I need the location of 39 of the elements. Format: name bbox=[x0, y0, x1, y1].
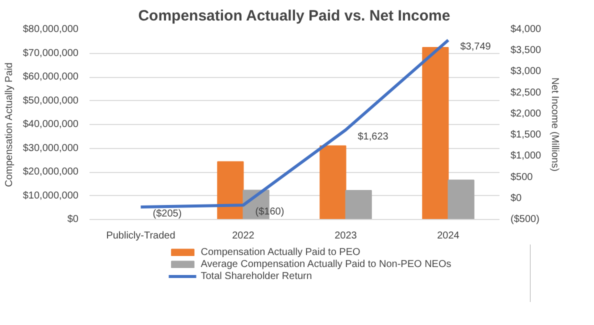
line-series bbox=[139, 38, 450, 209]
y2-tick-label: $4,000 bbox=[510, 24, 542, 35]
y2-tick-label: $2,000 bbox=[510, 108, 542, 120]
legend-label: Total Shareholder Return bbox=[200, 270, 312, 282]
x-tick-label: 2022 bbox=[232, 230, 255, 242]
x-tick-label: 2023 bbox=[334, 230, 358, 242]
x-tick-label: Publicly-Traded bbox=[106, 230, 176, 242]
chart-title: Compensation Actually Paid vs. Net Income bbox=[138, 8, 450, 24]
y2-tick-label: $1,000 bbox=[510, 150, 542, 162]
data-label: $1,623 bbox=[358, 131, 389, 142]
bar bbox=[345, 190, 372, 220]
y-tick-label: $40,000,000 bbox=[22, 119, 79, 130]
y2-tick-label: $2,500 bbox=[510, 87, 542, 98]
y2-tick-label: ($500) bbox=[510, 214, 540, 225]
data-label: ($205) bbox=[152, 208, 182, 220]
bar bbox=[320, 145, 346, 220]
y-tick-label: $50,000,000 bbox=[22, 95, 79, 106]
y-tick-label: $70,000,000 bbox=[22, 48, 79, 59]
y-tick-label: $0 bbox=[67, 214, 79, 225]
y-tick-label: $20,000,000 bbox=[22, 166, 79, 178]
y-axis-title: Compensation Actually Paid bbox=[4, 62, 15, 188]
data-label: ($160) bbox=[255, 206, 284, 218]
y2-tick-label: $1,500 bbox=[510, 130, 542, 141]
y2-tick-label: $3,000 bbox=[510, 66, 542, 78]
x-tick-label: 2024 bbox=[437, 230, 460, 242]
bar bbox=[217, 161, 244, 220]
y-tick-label: $10,000,000 bbox=[22, 190, 79, 202]
y2-tick-label: $0 bbox=[510, 192, 522, 204]
y2-tick-label: $3,500 bbox=[510, 45, 542, 56]
legend-label: Average Compensation Actually Paid to Non-PEO NEOs bbox=[200, 258, 452, 270]
y2-tick-label: $500 bbox=[510, 172, 534, 183]
y-tick-label: $80,000,000 bbox=[22, 24, 79, 35]
legend-label: Compensation Actually Paid to PEO bbox=[200, 246, 360, 258]
bar bbox=[422, 47, 449, 220]
data-label: $3,749 bbox=[460, 42, 492, 53]
y-tick-label: $30,000,000 bbox=[22, 142, 79, 154]
bar bbox=[448, 180, 474, 220]
y2-axis-title: Net Income (Millions) bbox=[549, 78, 560, 172]
y-tick-label: $60,000,000 bbox=[22, 72, 79, 82]
